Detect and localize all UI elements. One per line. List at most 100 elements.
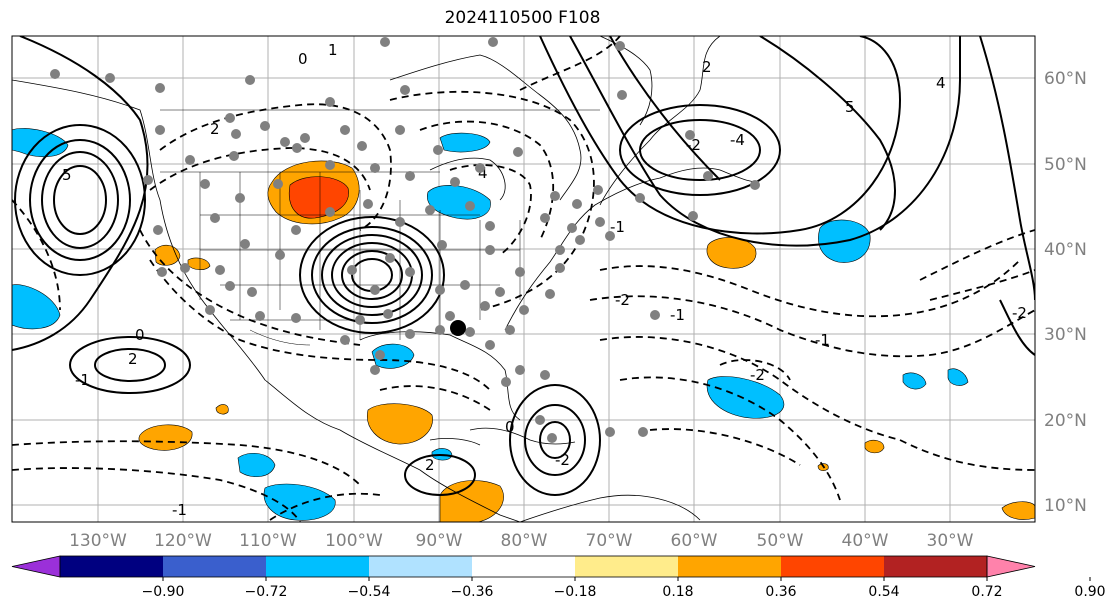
colorbar-label: 0.90 xyxy=(1074,584,1105,600)
positive-anomaly-small-2 xyxy=(864,439,885,454)
contour-label: -1 xyxy=(670,306,685,324)
lon-label: 30°W xyxy=(927,531,974,551)
contour-label: 2 xyxy=(702,58,712,76)
contour-label: -1 xyxy=(172,501,187,519)
colorbar-label: 0.54 xyxy=(868,584,899,600)
positive-anomaly-caribbean xyxy=(439,480,504,522)
graticule xyxy=(12,36,1035,522)
lon-label: 70°W xyxy=(586,531,633,551)
contour-atlantic-n-1 xyxy=(639,119,761,181)
colorbar-label: −0.36 xyxy=(451,584,494,600)
positive-anomaly-atlantic xyxy=(706,237,757,269)
contour-label: -2 xyxy=(686,136,701,154)
contour-high-west-3 xyxy=(53,165,107,235)
contour-high-pacific-s xyxy=(69,336,191,394)
longitude-labels: 130°W 120°W 110°W 100°W 90°W 80°W 70°W 6… xyxy=(69,531,974,551)
colorbar-label: −0.54 xyxy=(348,584,391,600)
lon-label: 110°W xyxy=(239,531,297,551)
political-borders xyxy=(160,171,521,346)
lat-label: 40°N xyxy=(1044,240,1087,260)
contour-atlantic-n-2 xyxy=(619,104,781,196)
contour-label: -1 xyxy=(610,218,625,236)
lon-label: 130°W xyxy=(69,531,127,551)
lon-label: 50°W xyxy=(757,531,804,551)
strong-positive-anomaly-plains xyxy=(288,176,349,219)
lon-label: 60°W xyxy=(671,531,718,551)
colorbar-extend-high xyxy=(986,555,1036,578)
contour-label: -4 xyxy=(730,131,745,149)
negative-anomaly-hudson xyxy=(439,132,491,153)
contour-low-caribbean-1 xyxy=(524,404,586,476)
colorbar-segment xyxy=(266,556,369,577)
colorbar-segment xyxy=(678,556,781,577)
contour-high-central-us-4 xyxy=(341,250,403,300)
colorbar-label: −0.72 xyxy=(245,584,288,600)
map-panel: 1 0 2 4 5 -2 -4 -1 0 2 -2 -1 -1 -2 2 0 -… xyxy=(12,36,1035,522)
lat-label: 50°N xyxy=(1044,155,1087,175)
negative-anomaly-small-2 xyxy=(947,368,969,386)
contour-label: -1 xyxy=(75,371,90,389)
lon-label: 90°W xyxy=(416,531,463,551)
contour-label: -2 xyxy=(1012,304,1027,322)
contour-label: -2 xyxy=(750,366,765,384)
contour-label: 5 xyxy=(62,166,72,184)
positive-anomaly-small-1 xyxy=(187,257,211,270)
contour-label: 0 xyxy=(505,418,515,436)
lon-label: 100°W xyxy=(325,531,383,551)
colorbar-label: −0.18 xyxy=(554,584,597,600)
latitude-labels: 60°N 50°N 40°N 30°N 20°N 10°N xyxy=(1044,69,1087,516)
contour-high-central-us-6 xyxy=(299,216,445,334)
contour-label: 2 xyxy=(425,456,435,474)
colorbar-segment xyxy=(575,556,678,577)
contour-high-central-us-2 xyxy=(321,234,423,316)
contour-label: 2 xyxy=(210,120,220,138)
lat-label: 30°N xyxy=(1044,325,1087,345)
colorbar: −0.90 −0.72 −0.54 −0.36 −0.18 0.18 0.36 0.54 0.7… xyxy=(11,555,1105,600)
lat-label: 60°N xyxy=(1044,69,1087,89)
contour-high-central-us-1 xyxy=(311,226,433,324)
map-title: 2024110500 F108 xyxy=(444,8,601,28)
lon-label: 40°W xyxy=(842,531,889,551)
negative-anomaly-small-1 xyxy=(902,372,927,390)
lat-label: 20°N xyxy=(1044,411,1087,431)
positive-anomaly-small-3 xyxy=(1001,501,1035,520)
contour-label: 4 xyxy=(936,74,946,92)
station-markers xyxy=(50,37,760,443)
positive-contours xyxy=(12,36,1035,496)
negative-anomaly-pacific-w xyxy=(12,284,61,330)
positive-anomaly-mexico xyxy=(367,403,433,445)
contour-label: -1 xyxy=(815,331,830,349)
colorbar-segment xyxy=(884,556,987,577)
contour-high-west-2 xyxy=(41,151,119,249)
colorbar-segment xyxy=(781,556,884,577)
negative-anomaly-pacific-s2 xyxy=(263,483,336,521)
lon-label: 120°W xyxy=(154,531,212,551)
colorbar-label: 0.18 xyxy=(662,584,693,600)
contour-low-caribbean-3 xyxy=(539,421,571,459)
colorbar-label: −0.90 xyxy=(142,584,185,600)
contour-label: -2 xyxy=(555,451,570,469)
contour-label: 0 xyxy=(135,326,145,344)
negative-anomaly-pacific-s1 xyxy=(237,452,276,478)
contour-low-central-am xyxy=(404,454,476,496)
focus-point-marker xyxy=(450,320,466,336)
colorbar-segment xyxy=(369,556,472,577)
contour-low-caribbean-2 xyxy=(509,384,601,496)
contour-labels: 1 0 2 4 5 -2 -4 -1 0 2 -2 -1 -1 -2 2 0 -… xyxy=(62,41,1027,519)
contour-label: 5 xyxy=(845,98,855,116)
map-frame xyxy=(11,35,1036,523)
contour-label: 1 xyxy=(328,41,338,59)
contour-high-west-4 xyxy=(14,124,146,276)
contour-label: 0 xyxy=(298,50,308,68)
coastlines xyxy=(12,36,761,522)
contour-high-west-1 xyxy=(29,139,131,261)
colorbar-label: 0.72 xyxy=(971,584,1002,600)
positive-anomaly-pacific-sw xyxy=(138,424,193,451)
lat-label: 10°N xyxy=(1044,496,1087,516)
contour-high-pacific-s-2 xyxy=(94,348,166,382)
colorbar-segment xyxy=(472,556,575,577)
colorbar-label: 0.36 xyxy=(765,584,796,600)
negative-anomaly-atlantic-s xyxy=(706,376,785,419)
contour-label: 2 xyxy=(128,350,138,368)
